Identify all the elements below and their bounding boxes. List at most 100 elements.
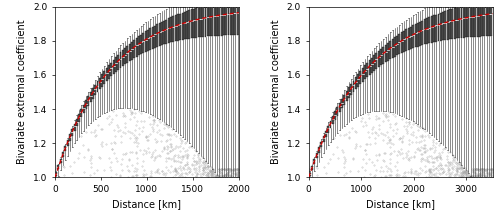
Bar [336,107,338,116]
Bar [318,147,320,153]
Bar [85,100,87,110]
Bar [362,68,364,82]
Bar [401,32,402,53]
Bar [120,52,122,68]
Bar [373,55,375,71]
Bar [209,7,211,36]
Bar [138,36,140,55]
Bar [360,71,362,84]
Bar [458,7,460,38]
Bar [90,92,92,102]
Bar [384,44,386,62]
Bar [202,7,204,37]
Bar [309,173,311,176]
Bar [449,9,451,39]
Bar [368,60,370,75]
Bar [188,10,190,39]
Bar [106,68,108,81]
Bar [334,111,336,120]
Bar [380,49,382,65]
Bar [170,17,172,42]
X-axis label: Distance [km]: Distance [km] [112,200,182,210]
Bar [414,24,416,47]
Bar [150,28,152,49]
Bar [142,33,144,53]
Bar [140,35,142,54]
Bar [452,9,454,39]
Bar [442,12,444,40]
Bar [376,53,378,69]
Bar [166,19,168,44]
Bar [78,114,80,122]
Bar [180,14,181,40]
Bar [223,7,225,35]
Y-axis label: Bivariate extremal coefficient: Bivariate extremal coefficient [271,20,281,164]
Bar [177,14,179,41]
Bar [438,14,440,41]
Bar [66,140,68,146]
Bar [82,104,84,113]
Bar [115,57,117,72]
Bar [207,7,209,36]
Bar [470,7,472,37]
Bar [433,16,435,42]
Bar [338,103,340,112]
Y-axis label: Bivariate extremal coefficient: Bivariate extremal coefficient [18,20,28,164]
Bar [216,7,218,36]
Bar [468,7,469,37]
Bar [327,125,329,133]
Bar [122,50,124,66]
Bar [465,7,467,37]
Bar [136,38,138,57]
Bar [147,30,149,51]
Bar [94,85,96,95]
Bar [184,12,186,39]
Bar [406,29,407,51]
Bar [101,74,103,87]
Bar [60,159,62,163]
Bar [322,136,324,142]
Bar [446,10,448,39]
Bar [426,18,428,44]
Bar [117,55,119,70]
Bar [435,14,437,42]
Bar [366,63,368,77]
Bar [355,77,357,89]
Bar [124,48,126,64]
Bar [218,7,220,36]
Bar [99,78,101,89]
Bar [419,22,421,46]
Bar [410,27,412,49]
Bar [88,96,90,106]
Bar [96,81,98,92]
Bar [161,22,163,45]
Bar [163,21,165,44]
Bar [344,95,345,105]
Bar [193,9,195,38]
Bar [145,31,146,52]
Bar [488,7,490,36]
Bar [92,88,94,99]
Bar [378,51,380,67]
Bar [408,28,410,50]
Bar [396,35,398,55]
Bar [481,7,483,36]
Bar [212,7,214,36]
Bar [198,7,200,37]
Bar [456,7,458,38]
Bar [228,7,230,35]
Bar [346,91,348,101]
Bar [236,7,238,35]
Bar [472,7,474,37]
Bar [490,7,492,36]
Bar [341,99,343,108]
Bar [134,40,136,58]
Bar [364,65,366,79]
Bar [387,43,389,61]
Bar [430,16,432,43]
Bar [64,146,66,151]
Bar [131,42,133,60]
Bar [371,58,373,73]
Bar [476,7,478,37]
Bar [382,47,384,64]
